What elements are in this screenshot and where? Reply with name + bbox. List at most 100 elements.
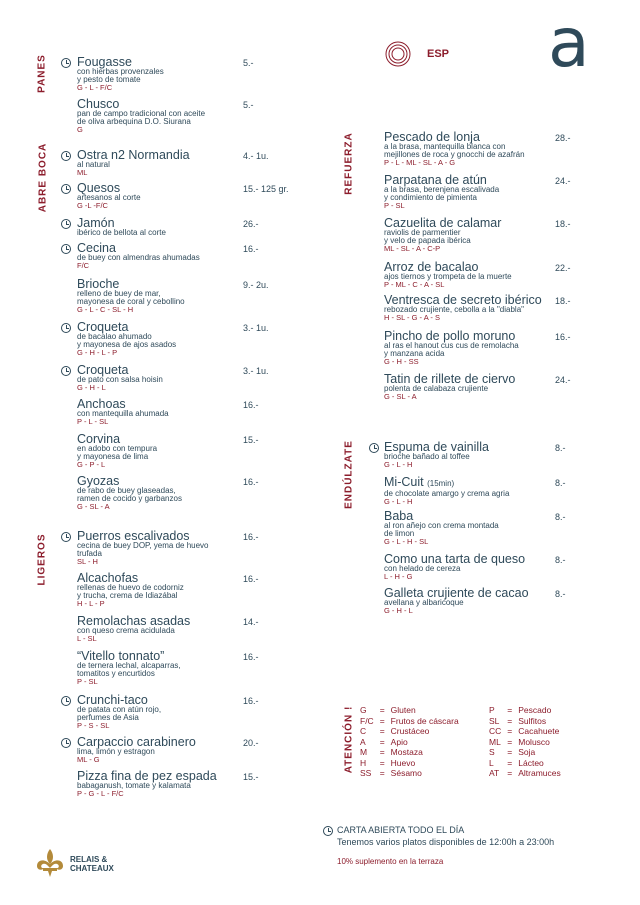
allergen-name: Cacahuete bbox=[518, 726, 560, 736]
dish-description-line: de limon bbox=[384, 529, 415, 539]
dish-description-line: con queso crema acidulada bbox=[77, 626, 175, 635]
section-label-atencion: ATENCIÓN ! bbox=[343, 705, 355, 774]
allergen-equals: = bbox=[379, 726, 385, 736]
dish-name-text: Anchoas bbox=[77, 397, 126, 411]
dish-name-text: Parpatana de atún bbox=[384, 173, 487, 187]
dish-description-line: ibérico de bellota al corte bbox=[77, 228, 166, 237]
dish-name-text: Quesos bbox=[77, 181, 121, 195]
dish-price: 16.- bbox=[243, 574, 259, 584]
dish-price: 16.- bbox=[243, 400, 259, 410]
clock-icon bbox=[61, 151, 71, 161]
dish-description-line: trufada bbox=[77, 549, 102, 559]
dish-allergens: G - H - L - P bbox=[77, 348, 118, 358]
dish-allergens: H - SL - G - A - S bbox=[384, 313, 440, 323]
dish-name-text: Gyozas bbox=[77, 474, 120, 488]
dish-price: 16.- bbox=[243, 244, 259, 254]
dish-description-line: mayonesa de coral y cebollino bbox=[77, 297, 185, 307]
dish-description-line: tomatitos y encurtidos bbox=[77, 669, 155, 679]
dish-name: Fougasse bbox=[77, 56, 164, 69]
dish-allergens: P - G - L - F/C bbox=[77, 789, 124, 799]
allergen-code: A bbox=[360, 736, 366, 747]
dish-price: 8.- bbox=[555, 555, 566, 565]
left-menu-item: Gyozas de rabo de buey glaseadas, ramen de… bbox=[77, 475, 182, 511]
allergen-equals: = bbox=[379, 747, 385, 757]
language-badge[interactable] bbox=[385, 41, 411, 67]
dish-name-text: Espuma de vainilla bbox=[384, 440, 489, 454]
dish-note: (15min) bbox=[427, 479, 455, 488]
dish-name: Alcachofas bbox=[77, 572, 184, 585]
allergen-code: SS bbox=[360, 768, 372, 778]
dish-price: 18.- bbox=[555, 296, 571, 306]
dish-name: Carpaccio carabinero bbox=[77, 736, 196, 749]
allergen-name: Sésamo bbox=[390, 768, 422, 778]
dish-description-line: y mayonesa de lima bbox=[77, 452, 149, 462]
dish-name-text: Crunchi-taco bbox=[77, 693, 148, 707]
dish-allergens: G - H - SS bbox=[384, 357, 419, 367]
dish-allergens: ML bbox=[77, 168, 88, 178]
dish-name-text: Arroz de bacalao bbox=[384, 260, 479, 274]
dish-price: 3.- 1u. bbox=[243, 323, 269, 333]
clock-icon bbox=[61, 738, 71, 748]
allergen-code: H bbox=[360, 757, 367, 768]
carta-text: Tenemos varios platos disponibles de 12:… bbox=[337, 837, 555, 847]
dish-description-line: de rabo de buey glaseadas, bbox=[77, 486, 176, 495]
clock-icon bbox=[61, 58, 71, 68]
dish-allergens: G - L - H bbox=[384, 497, 413, 507]
dish-description: brioche bañado al toffee bbox=[384, 452, 489, 461]
dish-price: 14.- bbox=[243, 617, 259, 627]
dish-description-line: lima, limón y estragon bbox=[77, 747, 155, 756]
allergen-legend-row: L = Lácteo bbox=[486, 758, 564, 769]
dish-description-line: y manzana acida bbox=[384, 349, 445, 359]
dish-description-line: con mantequilla ahumada bbox=[77, 409, 169, 418]
left-menu-item: Brioche relleno de buey de mar, mayonesa d… bbox=[77, 278, 185, 314]
brand-logo: a bbox=[548, 4, 590, 83]
clock-icon bbox=[323, 826, 333, 836]
right-menu-item: Cazuelita de calamar raviolis de parmenti… bbox=[384, 217, 501, 253]
allergen-code: M bbox=[360, 747, 368, 757]
dish-allergens: SL - H bbox=[77, 557, 98, 567]
dish-description-line: raviolis de parmentier bbox=[384, 228, 461, 237]
dish-allergens: ML - SL - A - C-P bbox=[384, 244, 441, 254]
right-menu-item: Pescado de lonja a la brasa, mantequilla … bbox=[384, 131, 525, 167]
dish-name-text: Baba bbox=[384, 509, 414, 523]
allergen-name: Apio bbox=[390, 736, 408, 747]
dish-price: 22.- bbox=[555, 263, 571, 273]
dish-price: 20.- bbox=[243, 738, 259, 748]
dish-description-line: a la brasa, berenjena escalivada bbox=[384, 185, 500, 194]
allergen-name: Mostaza bbox=[390, 747, 423, 757]
dish-description: al ras el hanout cus cus de remolacha y m… bbox=[384, 341, 519, 359]
dish-allergens: G - SL - A bbox=[77, 502, 110, 512]
dish-allergens: L - SL bbox=[77, 634, 97, 644]
dish-description: relleno de buey de mar, mayonesa de coral… bbox=[77, 289, 185, 307]
dish-description-line: relleno de buey de mar, bbox=[77, 289, 161, 298]
allergen-code: ML bbox=[489, 736, 501, 747]
dish-name-text: Ventresca de secreto ibérico bbox=[384, 293, 542, 307]
dish-allergens: P - SL bbox=[384, 201, 405, 211]
dish-name-text: Mi-Cuit bbox=[384, 475, 424, 489]
dish-description-line: polenta de calabaza crujiente bbox=[384, 384, 489, 393]
dish-price: 16.- bbox=[243, 532, 259, 542]
left-menu-item: Alcachofas rellenas de huevo de codorniz… bbox=[77, 572, 184, 608]
relais-chateaux-logo: RELAIS & CHATEAUX bbox=[34, 848, 134, 878]
allergen-name: Sulfitos bbox=[518, 715, 547, 726]
left-menu-item: Pizza fina de pez espada babaganush, toma… bbox=[77, 770, 217, 798]
allergen-name: Lácteo bbox=[518, 757, 544, 768]
dish-name-text: Croqueta bbox=[77, 363, 129, 377]
allergen-equals: = bbox=[379, 715, 385, 726]
allergen-legend-right: P = Pescado SL = Sulfitos CC = Cacahuete ML = Molus… bbox=[486, 705, 564, 779]
dish-description: en adobo con tempura y mayonesa de lima bbox=[77, 444, 157, 462]
dish-allergens: G - H - L bbox=[77, 383, 106, 393]
dish-description-line: y mayonesa de ajos asados bbox=[77, 340, 177, 350]
dish-name: Cazuelita de calamar bbox=[384, 217, 501, 230]
allergen-equals: = bbox=[379, 757, 385, 768]
dish-name: Tatin de rillete de ciervo bbox=[384, 373, 515, 386]
dish-description: babaganush, tomate y kalamata bbox=[77, 781, 217, 790]
dish-name: Crunchi-taco bbox=[77, 693, 161, 707]
concentric-circles-icon bbox=[385, 41, 411, 67]
dish-name: Brioche bbox=[77, 278, 185, 291]
dish-allergens: P - SL bbox=[77, 677, 98, 687]
section-label-ligeros: LIGEROS bbox=[36, 533, 48, 586]
allergen-legend-row: G = Gluten bbox=[357, 705, 462, 716]
dish-name-text: Galleta crujiente de cacao bbox=[384, 586, 529, 600]
dish-description: con helado de cereza bbox=[384, 564, 525, 573]
